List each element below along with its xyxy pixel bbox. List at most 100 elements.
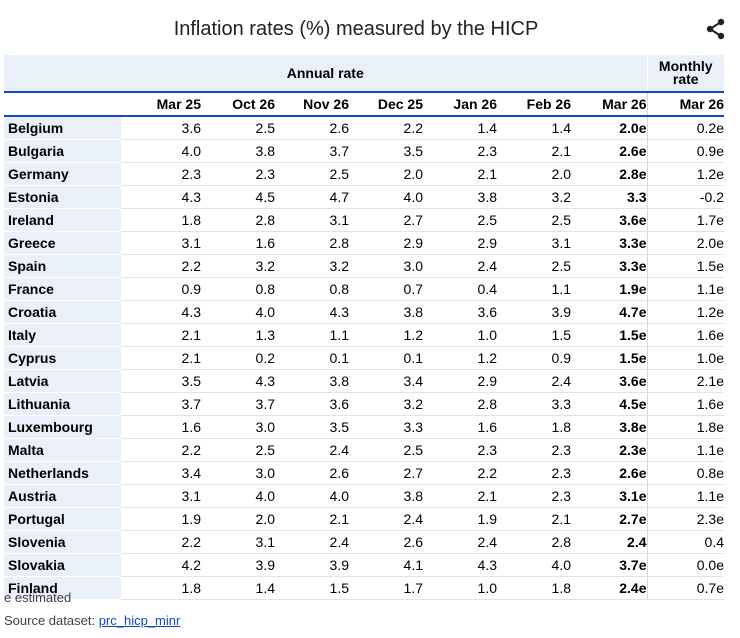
value-cell: 4.0 [201, 484, 275, 508]
value-cell: 3.6 [275, 392, 349, 416]
value-cell: 2.7 [349, 461, 423, 485]
value-cell: 3.6e [571, 208, 647, 232]
value-cell: 2.5 [275, 162, 349, 186]
value-cell: 1.9 [423, 507, 497, 531]
value-cell: 1.9e [571, 277, 647, 301]
country-cell: Ireland [4, 208, 121, 232]
country-cell: Austria [4, 484, 121, 508]
value-cell: 3.2 [201, 254, 275, 278]
table-row: France 0.9 0.8 0.8 0.7 0.4 1.1 1.9e 1.1e [4, 277, 724, 301]
value-cell: 3.8 [275, 369, 349, 393]
column-header: Mar 25 [121, 92, 201, 117]
value-cell: 4.0 [201, 300, 275, 324]
value-cell: 2.4 [497, 369, 571, 393]
value-cell: 1.8 [497, 415, 571, 439]
value-cell: 2.4 [571, 530, 647, 554]
table-row: Netherlands 3.4 3.0 2.6 2.7 2.2 2.3 2.6e 0.8e [4, 461, 724, 485]
country-cell: Slovakia [4, 553, 121, 577]
value-cell: 2.0 [201, 507, 275, 531]
value-cell: 2.3 [423, 438, 497, 462]
share-icon[interactable] [705, 18, 727, 40]
value-cell: 3.9 [201, 553, 275, 577]
value-cell: 0.2 [201, 346, 275, 370]
value-cell: 3.8 [423, 185, 497, 209]
value-cell: 4.1 [349, 553, 423, 577]
value-cell: 1.6e [646, 323, 724, 347]
value-cell: 0.8 [275, 277, 349, 301]
value-cell: 3.1 [275, 208, 349, 232]
value-cell: 4.3 [201, 369, 275, 393]
value-cell: 1.2e [646, 162, 724, 186]
value-cell: 2.1 [497, 507, 571, 531]
value-cell: 0.8 [201, 277, 275, 301]
value-cell: 0.9 [121, 277, 201, 301]
column-header: Mar 26 [646, 92, 724, 117]
country-cell: Portugal [4, 507, 121, 531]
table-row: Latvia 3.5 4.3 3.8 3.4 2.9 2.4 3.6e 2.1e [4, 369, 724, 393]
value-cell: 3.8e [571, 415, 647, 439]
value-cell: 2.8 [423, 392, 497, 416]
value-cell: 2.1e [646, 369, 724, 393]
value-cell: 4.3 [275, 300, 349, 324]
value-cell: 4.7e [571, 300, 647, 324]
value-cell: 1.1e [646, 438, 724, 462]
value-cell: 3.4 [349, 369, 423, 393]
value-cell: 2.4 [275, 530, 349, 554]
value-cell: 0.4 [646, 530, 724, 554]
table-row: Bulgaria 4.0 3.8 3.7 3.5 2.3 2.1 2.6e 0.9e [4, 139, 724, 163]
value-cell: 3.0 [349, 254, 423, 278]
hicp-table: Annual rate Monthly rate Mar 25 Oct 26 N… [4, 55, 724, 600]
value-cell: 2.8e [571, 162, 647, 186]
table-row: Lithuania 3.7 3.7 3.6 3.2 2.8 3.3 4.5e 1.6e [4, 392, 724, 416]
value-cell: 2.5 [423, 208, 497, 232]
value-cell: 2.9 [349, 231, 423, 255]
country-cell: Spain [4, 254, 121, 278]
value-cell: 1.3 [201, 323, 275, 347]
country-cell: Belgium [4, 116, 121, 140]
value-cell: 1.0 [423, 323, 497, 347]
value-cell: 2.6 [275, 116, 349, 140]
footnote: e estimated [4, 590, 72, 605]
value-cell: 1.7 [349, 576, 423, 600]
column-header: Mar 26 [571, 92, 647, 117]
value-cell: 0.7e [646, 576, 724, 600]
value-cell: 2.0 [497, 162, 571, 186]
column-header: Nov 26 [275, 92, 349, 117]
country-cell: Finland [4, 576, 121, 600]
value-cell: 1.9 [121, 507, 201, 531]
value-cell: 4.0 [121, 139, 201, 163]
value-cell: 1.6 [423, 415, 497, 439]
value-cell: 4.3 [121, 185, 201, 209]
value-cell: 3.2 [497, 185, 571, 209]
value-cell: 3.3 [571, 185, 647, 209]
country-cell: Italy [4, 323, 121, 347]
value-cell: 2.0 [349, 162, 423, 186]
value-cell: 1.5 [497, 323, 571, 347]
country-cell: Lithuania [4, 392, 121, 416]
value-cell: 3.6e [571, 369, 647, 393]
value-cell: 1.8 [121, 576, 201, 600]
value-cell: 1.8 [121, 208, 201, 232]
source-dataset-link[interactable]: prc_hicp_minr [98, 613, 181, 628]
value-cell: 1.5 [275, 576, 349, 600]
table-row: Slovenia 2.2 3.1 2.4 2.6 2.4 2.8 2.4 0.4 [4, 530, 724, 554]
value-cell: 3.8 [349, 484, 423, 508]
value-cell: 2.2 [121, 530, 201, 554]
value-cell: 2.3 [497, 484, 571, 508]
value-cell: 2.3 [121, 162, 201, 186]
value-cell: 2.9 [423, 231, 497, 255]
value-cell: 3.6 [423, 300, 497, 324]
value-cell: 2.3 [497, 461, 571, 485]
value-cell: 2.1 [497, 139, 571, 163]
value-cell: 1.2 [349, 323, 423, 347]
country-cell: Estonia [4, 185, 121, 209]
value-cell: 4.2 [121, 553, 201, 577]
value-cell: 3.7 [121, 392, 201, 416]
value-cell: 2.3 [201, 162, 275, 186]
value-cell: 2.8 [497, 530, 571, 554]
value-cell: 2.3 [423, 139, 497, 163]
value-cell: 1.4 [423, 116, 497, 140]
value-cell: 2.5 [201, 438, 275, 462]
value-cell: -0.2 [646, 185, 724, 209]
